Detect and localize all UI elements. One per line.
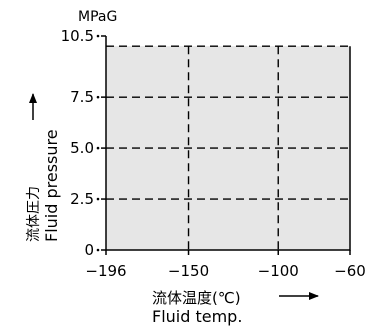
y-axis-label: 流体圧力 Fluid pressure: [26, 129, 61, 242]
y-axis-label-en: Fluid pressure: [42, 129, 61, 242]
y-tick-label: 5.0: [70, 139, 94, 157]
x-tick-label: −100: [258, 262, 299, 280]
y-tick-label: 0: [84, 241, 94, 259]
x-tick-label: −150: [168, 262, 209, 280]
x-axis-label-en: Fluid temp.: [152, 307, 242, 326]
y-tick-dot: [96, 95, 100, 99]
x-tick-label: −60: [334, 262, 366, 280]
y-tick-dot: [96, 197, 100, 201]
y-tick-dot: [96, 146, 100, 150]
y-tick-label: 7.5: [70, 88, 94, 106]
y-axis-label-jp: 流体圧力: [26, 186, 42, 242]
x-axis-label-jp: 流体温度(℃): [152, 289, 241, 307]
axes-frame: [105, 36, 351, 251]
y-tick-dot: [96, 248, 100, 252]
y-tick-label: 10.5: [61, 27, 94, 45]
y-tick-dot: [96, 34, 100, 38]
x-tick-label: −196: [85, 262, 126, 280]
unit-label: MPaG: [78, 9, 117, 25]
y-tick-label: 2.5: [70, 190, 94, 208]
